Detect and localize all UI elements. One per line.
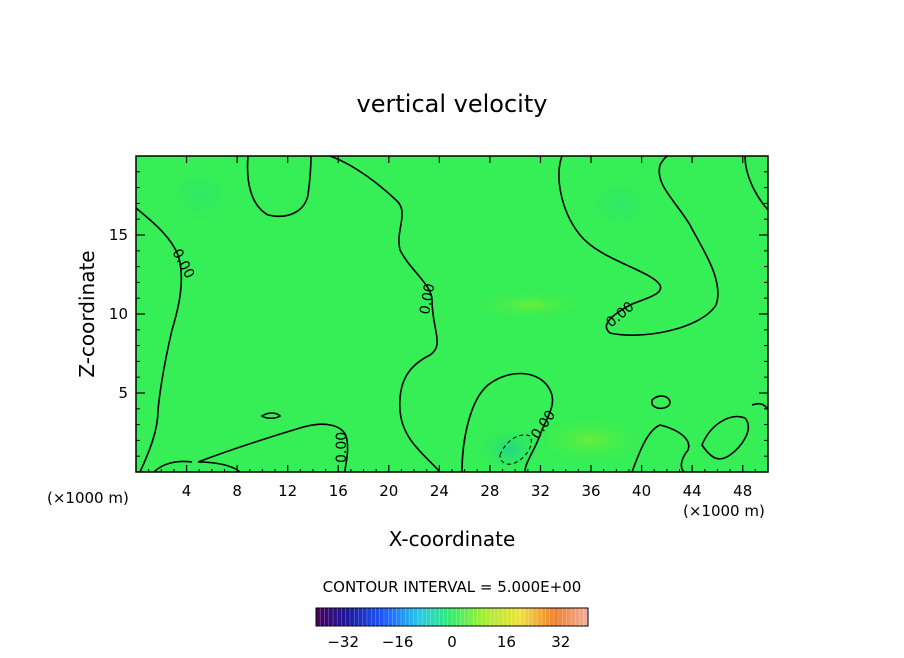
x-tick-label: 24 <box>430 482 449 500</box>
colorbar-tick-label: 16 <box>497 633 516 651</box>
contour-interval-label: CONTOUR INTERVAL = 5.000E+00 <box>323 578 582 596</box>
x-tick-label: 44 <box>683 482 702 500</box>
field-blob-low-3 <box>575 175 665 235</box>
contour-line <box>260 412 282 420</box>
field-blob-high-1 <box>530 415 650 465</box>
x-tick-label: 20 <box>379 482 398 500</box>
plot-area <box>136 156 768 472</box>
contour-line <box>136 207 183 472</box>
contour-line <box>651 395 671 410</box>
colorbar-tick-label: 32 <box>551 633 570 651</box>
field-blob-high-2 <box>470 290 590 320</box>
contour-line <box>499 434 532 465</box>
x-axis-unit-right: (×1000 m) <box>683 502 765 520</box>
y-tick-label: 10 <box>109 305 128 323</box>
y-axis-title: Z-coordinate <box>75 250 99 377</box>
contour-label: 0.00 <box>334 432 350 463</box>
colorbar-tick-label: −32 <box>327 633 359 651</box>
x-tick-label: 8 <box>232 482 242 500</box>
colorbar: −32 −16 0 16 32 <box>315 607 589 651</box>
contour-line <box>329 156 441 472</box>
x-tick-label: 4 <box>182 482 192 500</box>
contour-line <box>246 156 312 217</box>
x-axis: 4 8 12 16 20 24 28 32 36 40 44 48 <box>148 156 756 500</box>
x-axis-title: X-coordinate <box>389 527 516 551</box>
field-blob-low-1 <box>475 425 545 472</box>
contour-line <box>197 461 241 472</box>
contour-line <box>153 460 193 472</box>
y-tick-label: 15 <box>109 226 128 244</box>
x-axis-unit-left: (×1000 m) <box>47 489 129 507</box>
x-tick-label: 40 <box>632 482 651 500</box>
chart-title: vertical velocity <box>357 90 548 118</box>
contour-line <box>461 372 554 472</box>
contour-line <box>631 424 690 472</box>
contour-line <box>197 423 349 472</box>
colorbar-tick-label: 0 <box>447 633 457 651</box>
contour-label: 0.00 <box>417 282 438 315</box>
colorbar-tick-label: −16 <box>382 633 414 651</box>
contour-line <box>744 156 768 211</box>
x-tick-label: 36 <box>581 482 600 500</box>
x-tick-label: 48 <box>733 482 752 500</box>
contour-line <box>558 156 719 336</box>
x-tick-label: 16 <box>329 482 348 500</box>
x-tick-label: 12 <box>278 482 297 500</box>
x-tick-label: 32 <box>531 482 550 500</box>
y-axis: 5 10 15 <box>109 171 768 457</box>
contour-line <box>701 415 750 460</box>
field-blob-low-2 <box>160 165 240 225</box>
colorbar-segments <box>319 608 585 626</box>
y-tick-label: 5 <box>118 384 128 402</box>
colorbar-fill <box>315 607 589 627</box>
x-tick-label: 28 <box>480 482 499 500</box>
colorbar-ticks: −32 −16 0 16 32 <box>327 633 570 651</box>
